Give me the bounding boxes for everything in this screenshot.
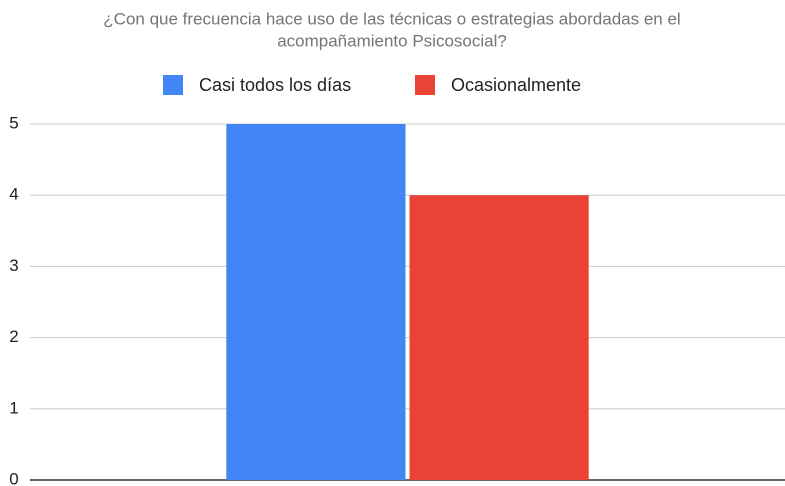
legend-label: Ocasionalmente	[451, 75, 581, 95]
bar	[409, 195, 589, 480]
bar	[226, 124, 406, 480]
y-tick-label: 5	[9, 113, 18, 132]
chart-title: ¿Con que frecuencia hace uso de las técn…	[103, 9, 680, 28]
y-tick-label: 1	[9, 398, 18, 417]
y-tick-label: 0	[9, 469, 18, 486]
chart-title: acompañamiento Psicosocial?	[277, 31, 507, 50]
legend-swatch	[163, 75, 183, 95]
legend-swatch	[415, 75, 435, 95]
y-tick-label: 4	[9, 185, 18, 204]
y-tick-label: 3	[9, 256, 18, 275]
legend-label: Casi todos los días	[199, 75, 351, 95]
y-tick-label: 2	[9, 327, 18, 346]
